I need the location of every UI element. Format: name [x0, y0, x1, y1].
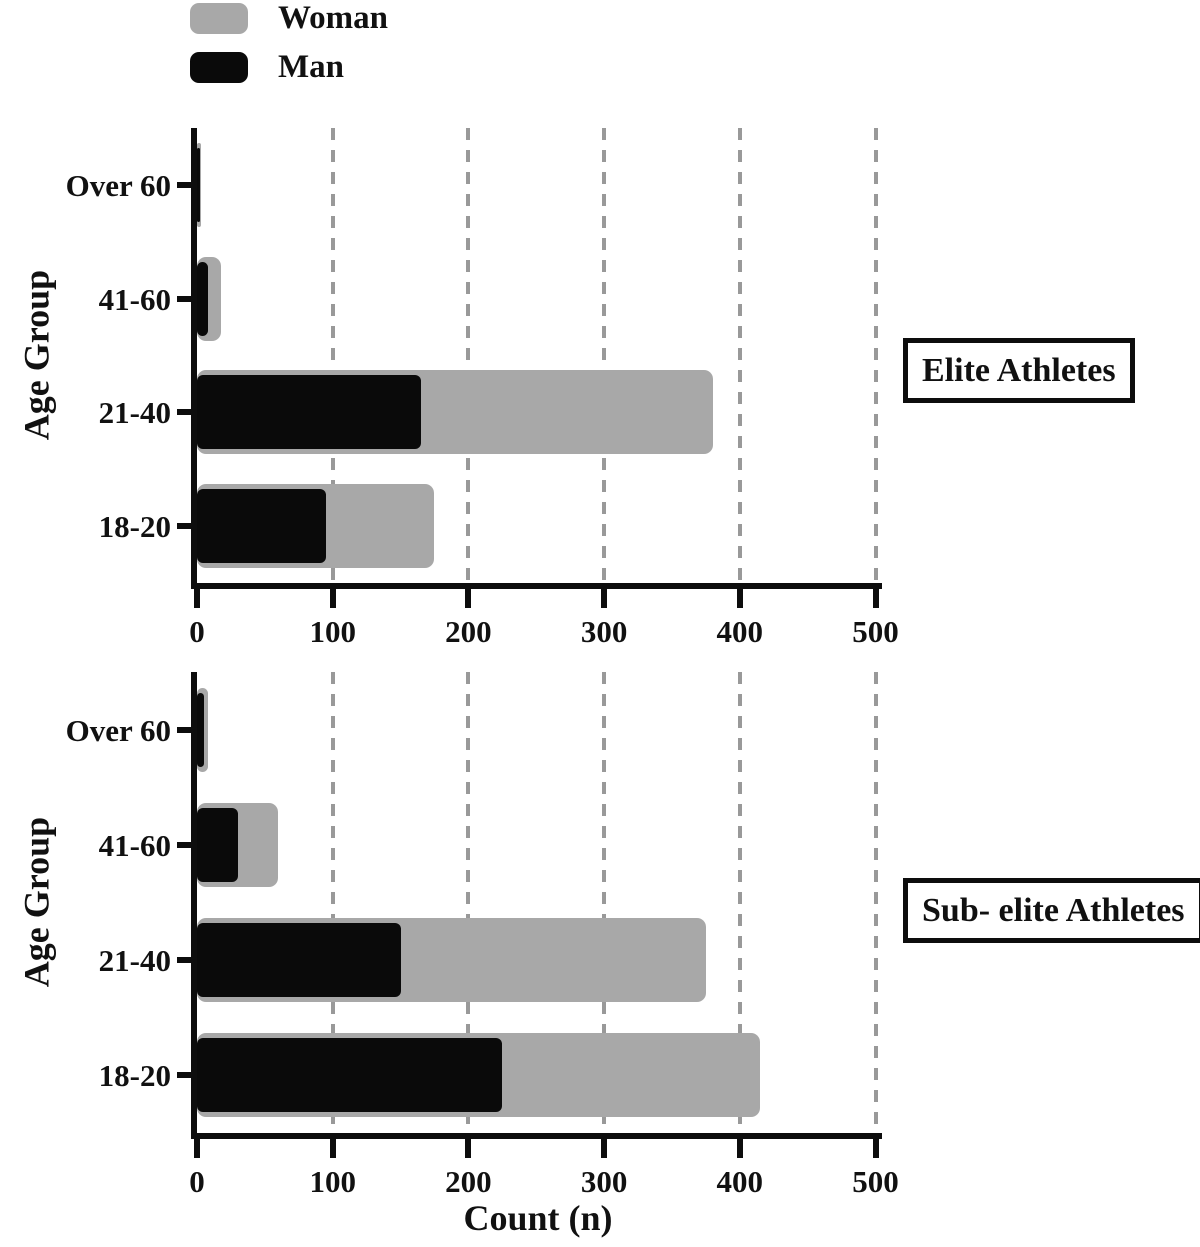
- x-tick-label: 0: [189, 614, 205, 649]
- y-axis-line: [191, 128, 197, 589]
- y-tick: [177, 181, 197, 188]
- gridline-100: [330, 672, 335, 1137]
- gridline-300: [602, 672, 607, 1137]
- x-tick: [465, 1133, 472, 1158]
- y-tick: [177, 523, 197, 530]
- x-tick-label: 200: [445, 614, 492, 649]
- x-axis-line: [192, 1133, 882, 1139]
- y-category-label: 18-20: [98, 1058, 171, 1094]
- x-tick: [329, 1133, 336, 1158]
- x-tick: [736, 1133, 743, 1158]
- y-tick: [177, 841, 197, 848]
- x-tick: [736, 583, 743, 608]
- y-axis-title-sub-elite: Age Group: [16, 816, 57, 988]
- gridline-300: [602, 128, 607, 587]
- x-tick-label: 300: [580, 614, 628, 649]
- bar-man-segment: [197, 807, 238, 882]
- y-category-label: 21-40: [98, 395, 171, 431]
- bar-man-segment: [197, 375, 421, 450]
- x-tick: [872, 583, 879, 608]
- y-tick: [177, 295, 197, 302]
- bar-man-segment: [197, 1038, 503, 1113]
- x-tick-label: 300: [580, 1164, 628, 1199]
- y-category-label: 41-60: [98, 827, 171, 863]
- gridline-500: [873, 672, 878, 1137]
- x-tick: [601, 583, 608, 608]
- x-tick-label: 100: [309, 614, 356, 649]
- bar-man-segment: [197, 147, 200, 222]
- elite-athletes-box-label: Elite Athletes: [903, 338, 1135, 404]
- x-tick-label: 500: [852, 614, 899, 649]
- gridline-500: [873, 128, 878, 587]
- legend-label-woman: Woman: [278, 0, 389, 36]
- gridline-200: [466, 672, 471, 1137]
- bar-man-segment: [197, 261, 208, 336]
- gridline-400: [737, 672, 742, 1137]
- x-tick: [601, 1133, 608, 1158]
- woman-swatch-icon: [190, 3, 248, 34]
- x-tick: [329, 583, 336, 608]
- bar-man-segment: [197, 489, 326, 564]
- y-tick: [177, 957, 197, 964]
- y-tick: [177, 1072, 197, 1079]
- x-tick: [194, 583, 200, 608]
- x-tick-label: 400: [716, 614, 764, 649]
- x-tick-label: 400: [716, 1164, 764, 1199]
- x-tick: [194, 1133, 200, 1158]
- bar-man-segment: [197, 923, 401, 998]
- man-swatch-icon: [190, 52, 248, 83]
- x-tick: [872, 1133, 879, 1158]
- x-tick-label: 500: [852, 1164, 899, 1199]
- y-tick: [177, 726, 197, 733]
- y-category-label: 41-60: [98, 281, 171, 317]
- y-axis-title-elite: Age Group: [16, 269, 57, 441]
- legend-item-man: Man: [190, 51, 344, 84]
- x-tick-label: 200: [445, 1164, 492, 1199]
- y-category-label: Over 60: [65, 712, 171, 748]
- legend-label-man: Man: [278, 49, 344, 85]
- y-category-label: 18-20: [98, 509, 171, 545]
- x-tick-label: 100: [309, 1164, 356, 1199]
- y-category-label: Over 60: [65, 167, 171, 203]
- x-tick: [465, 583, 472, 608]
- legend-item-woman: Woman: [190, 2, 388, 35]
- gridline-100: [330, 128, 335, 587]
- gridline-200: [466, 128, 471, 587]
- y-axis-line: [191, 672, 197, 1139]
- y-category-label: 21-40: [98, 943, 171, 979]
- x-tick-label: 0: [189, 1164, 205, 1199]
- x-axis-title: Count (n): [463, 1198, 613, 1238]
- sub-elite-athletes-box-label: Sub- elite Athletes: [903, 878, 1200, 944]
- y-tick: [177, 409, 197, 416]
- bar-man-segment: [197, 692, 204, 767]
- x-axis-line: [192, 583, 882, 589]
- gridline-400: [737, 128, 742, 587]
